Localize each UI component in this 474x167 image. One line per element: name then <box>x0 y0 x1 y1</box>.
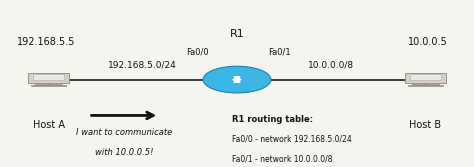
FancyBboxPatch shape <box>408 85 443 86</box>
Text: with 10.0.0.5!: with 10.0.0.5! <box>95 148 153 157</box>
FancyBboxPatch shape <box>33 74 64 80</box>
Text: 10.0.0.0/8: 10.0.0.0/8 <box>308 61 354 70</box>
FancyBboxPatch shape <box>31 85 66 86</box>
Text: Fa0/0 - network 192.168.5.0/24: Fa0/0 - network 192.168.5.0/24 <box>232 135 352 144</box>
FancyBboxPatch shape <box>28 73 69 83</box>
Text: R1: R1 <box>229 29 245 39</box>
FancyBboxPatch shape <box>36 84 62 85</box>
FancyBboxPatch shape <box>405 73 446 83</box>
FancyBboxPatch shape <box>412 84 438 85</box>
Text: 10.0.0.5: 10.0.0.5 <box>408 37 448 47</box>
Text: Fa0/1 - network 10.0.0.0/8: Fa0/1 - network 10.0.0.0/8 <box>232 154 333 163</box>
Text: I want to communicate: I want to communicate <box>76 128 172 137</box>
Text: Host B: Host B <box>410 120 442 130</box>
Text: 192.168.5.0/24: 192.168.5.0/24 <box>109 61 177 70</box>
FancyBboxPatch shape <box>410 74 441 80</box>
Text: R1 routing table:: R1 routing table: <box>232 115 313 124</box>
Text: Fa0/0: Fa0/0 <box>186 48 208 57</box>
Text: Host A: Host A <box>33 120 64 130</box>
Text: 192.168.5.5: 192.168.5.5 <box>17 37 75 47</box>
Text: Fa0/1: Fa0/1 <box>268 48 291 57</box>
Ellipse shape <box>203 66 271 93</box>
